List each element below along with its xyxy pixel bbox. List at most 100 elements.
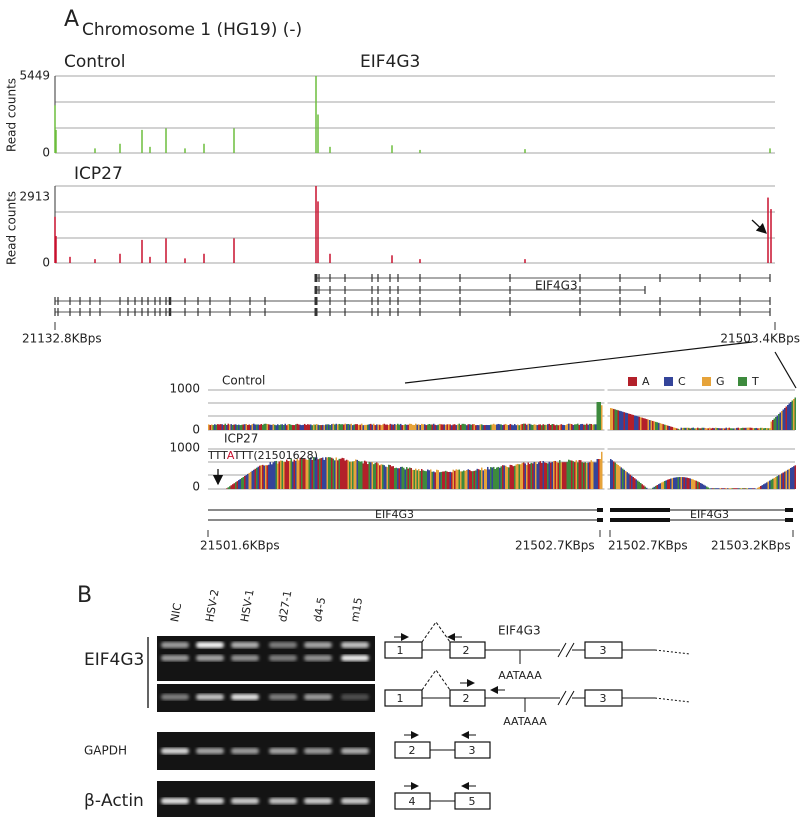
coverage-bar — [296, 459, 298, 489]
coverage-bar — [230, 485, 232, 489]
coverage-bar — [566, 461, 568, 489]
coverage-bar — [653, 486, 655, 489]
motif: AATAAA — [498, 669, 542, 682]
coverage-bar — [541, 463, 543, 489]
coverage-bar — [790, 402, 792, 430]
coverage-bar — [329, 457, 331, 489]
coverage-bar — [595, 424, 597, 430]
coverage-bar — [389, 465, 391, 489]
coverage-bar — [229, 424, 231, 430]
coverage-bar — [376, 424, 378, 430]
coverage-bar — [241, 424, 243, 430]
coverage-bar — [385, 424, 387, 430]
coverage-bar — [449, 424, 451, 430]
coverage-bar — [469, 469, 471, 489]
coverage-bar — [643, 485, 645, 489]
coverage-bar — [736, 488, 738, 489]
coverage-bar — [262, 464, 264, 489]
coverage-bar — [424, 424, 426, 430]
coverage-bar — [358, 424, 360, 430]
coverage-bar — [481, 467, 483, 489]
coverage-bar — [329, 425, 331, 430]
coverage-bar — [467, 469, 469, 489]
coverage-bar — [674, 427, 676, 430]
panel-label: B — [77, 583, 92, 608]
coverage-bar — [505, 423, 507, 430]
coverage-bar — [382, 464, 384, 489]
coverage-bar — [361, 423, 363, 430]
coord-label: 21503.4KBps — [720, 332, 800, 346]
coverage-bar — [764, 483, 766, 489]
coverage-bar — [316, 457, 318, 489]
coverage-bar — [272, 462, 274, 489]
coverage-bar — [370, 462, 372, 489]
coverage-bar — [418, 424, 420, 430]
coverage-bar — [665, 425, 667, 430]
coverage-bar — [349, 424, 351, 430]
coverage-bar — [373, 423, 375, 430]
coverage-bar — [391, 424, 393, 430]
coverage-bar — [571, 460, 573, 489]
coverage-bar — [233, 483, 235, 489]
coverage-bar — [542, 424, 544, 430]
coverage-bar — [515, 464, 517, 489]
coverage-bar — [445, 470, 447, 489]
coverage-bar — [698, 482, 700, 489]
coverage-bar — [710, 488, 712, 489]
coverage-bar — [514, 465, 516, 489]
coverage-bar — [577, 423, 579, 430]
coverage-bar — [322, 457, 324, 489]
coverage-bar — [643, 418, 645, 430]
lane-label: d27-1 — [276, 589, 294, 623]
exon: 3 — [600, 644, 607, 657]
coverage-bar — [545, 462, 547, 489]
coverage-bar — [614, 409, 616, 430]
coverage-bar — [536, 425, 538, 430]
coverage-bar — [379, 424, 381, 430]
coverage-bar — [776, 476, 778, 489]
gel — [157, 636, 375, 681]
coverage-bar — [673, 427, 675, 430]
coverage-bar — [680, 427, 682, 430]
coverage-bar — [415, 423, 417, 430]
gel-band — [269, 748, 297, 754]
coverage-bar — [479, 470, 481, 489]
coverage-bar — [382, 424, 384, 430]
coverage-bar — [490, 467, 492, 489]
gel-band — [161, 655, 189, 661]
coverage-bar — [254, 468, 256, 489]
coverage-bar — [634, 478, 636, 489]
coverage-bar — [532, 463, 534, 489]
coverage-bar — [626, 413, 628, 430]
coverage-bar — [350, 423, 352, 430]
coverage-bar — [335, 457, 337, 489]
coverage-bar — [548, 461, 550, 489]
coverage-bar — [512, 466, 514, 489]
coverage-bar — [683, 477, 685, 489]
coverage-bar — [619, 466, 621, 489]
coverage-bar — [431, 471, 433, 489]
coverage-bar — [680, 477, 682, 489]
coverage-bar — [674, 477, 676, 489]
coverage-bar — [451, 425, 453, 430]
coverage-bar — [644, 418, 646, 430]
coverage-bar — [530, 462, 532, 489]
coverage-bar — [638, 416, 640, 430]
coverage-bar — [691, 427, 693, 430]
legend-swatch — [738, 377, 747, 386]
coverage-bar — [406, 467, 408, 489]
coverage-bar — [412, 424, 414, 430]
coverage-bar — [272, 424, 274, 430]
coverage-bar — [328, 424, 330, 430]
gel-band — [304, 694, 332, 700]
coverage-bar — [355, 424, 357, 430]
coverage-bar — [335, 423, 337, 430]
coverage-bar — [671, 478, 673, 489]
coverage-bar — [430, 424, 432, 430]
coverage-bar — [397, 468, 399, 489]
lane-label: HSV-1 — [238, 588, 257, 623]
coverage-bar — [728, 488, 730, 489]
coverage-bar — [499, 424, 501, 430]
gene-label: EIF4G3 — [375, 508, 414, 521]
coverage-bar — [641, 417, 643, 430]
